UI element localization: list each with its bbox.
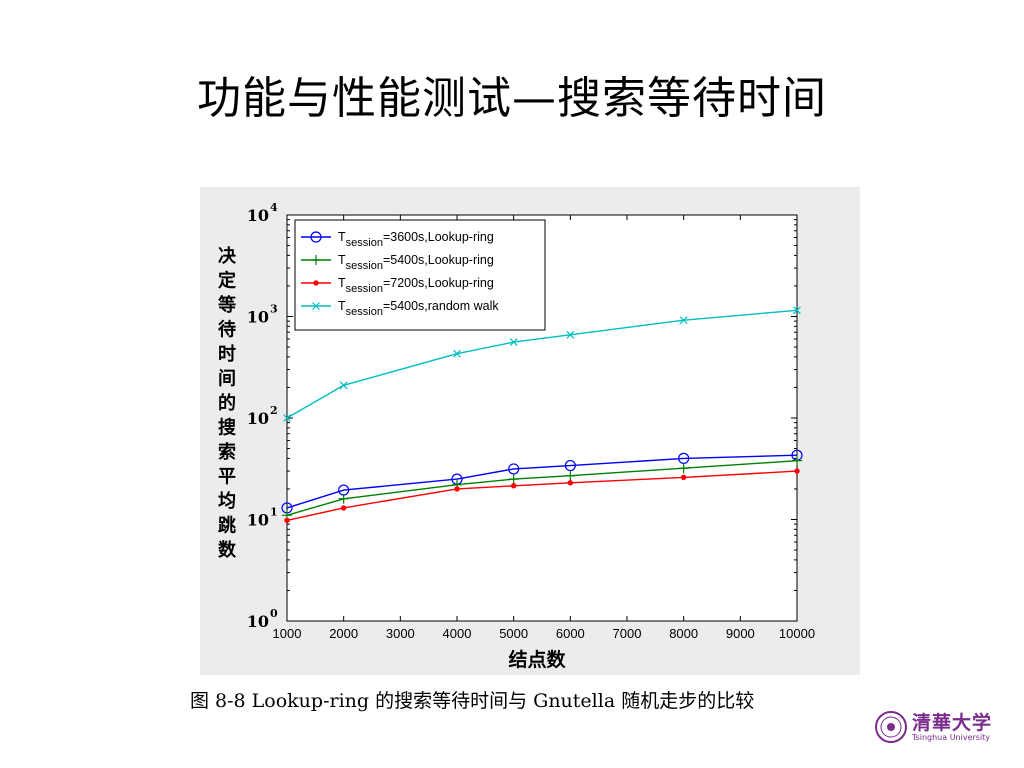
data-point	[339, 381, 348, 390]
y-tick-label: 10	[247, 612, 269, 631]
data-point	[283, 414, 291, 422]
x-tick-label: 9000	[726, 626, 755, 641]
y-tick-label: 10	[247, 511, 269, 530]
y-axis-label-char: 索	[218, 441, 236, 463]
legend-label: Tsession=7200s,Lookup-ring	[338, 276, 494, 295]
y-axis-label-char: 决	[218, 245, 237, 267]
legend-label: Tsession=5400s,Lookup-ring	[338, 253, 494, 272]
data-point	[680, 474, 687, 481]
y-axis-label-char: 数	[218, 539, 237, 561]
data-point	[284, 517, 290, 524]
x-tick-label: 1000	[273, 626, 302, 641]
chart-panel: 决定等待时间的搜索平均跳数 结点数 1000 2000 3000 4000 5000 60…	[200, 187, 860, 675]
data-point	[792, 455, 802, 466]
y-axis-label-char: 间	[218, 369, 236, 390]
data-point	[454, 486, 460, 492]
x-tick-label: 3000	[386, 626, 415, 641]
data-point	[508, 463, 520, 475]
legend-label: Tsession=3600s,Lookup-ring	[338, 230, 494, 249]
y-axis-label-char: 定	[218, 270, 236, 292]
y-tick-label: 10	[247, 409, 269, 428]
legend-marker	[310, 231, 322, 243]
data-point	[678, 463, 689, 474]
y-axis-label-char: 平	[218, 467, 236, 488]
y-axis-label-char: 均	[218, 490, 236, 512]
y-axis-label-char: 跳	[218, 515, 236, 537]
y-tick-exponent: 4	[270, 201, 278, 214]
y-axis-label-char: 搜	[218, 417, 237, 439]
tsinghua-emblem-icon	[875, 711, 907, 743]
series-3	[284, 468, 800, 524]
legend-box	[294, 219, 546, 331]
data-point	[564, 459, 576, 472]
data-point	[338, 493, 349, 504]
y-tick-exponent: 2	[270, 404, 278, 417]
x-tick-label: 4000	[443, 626, 472, 641]
tsinghua-logo: 清華大学 Tsinghua University	[874, 708, 994, 748]
logo-name: 清華大学	[912, 712, 993, 734]
series-lines	[281, 306, 803, 524]
y-axis-label-char: 等	[218, 294, 236, 316]
data-point	[340, 505, 347, 511]
axis-ticks: 1000 2000 3000 4000 5000 6000 7000 8000 9000 1000…	[247, 201, 815, 641]
data-point	[509, 338, 518, 346]
data-point	[453, 349, 461, 358]
figure-caption: 图 8-8 Lookup-ring 的搜索等待时间与 Gnutella 随机走步…	[190, 690, 755, 712]
legend-label: Tsession=5400s,random walk	[338, 299, 499, 318]
y-tick-exponent: 1	[270, 506, 278, 519]
legend-item: Tsession=5400s,Lookup-ring	[301, 253, 494, 272]
y-tick-label: 10	[247, 206, 269, 225]
slide-title: 功能与性能测试—搜索等待时间	[197, 73, 827, 124]
y-tick-label: 10	[247, 308, 269, 327]
x-axis-label: 结点数	[508, 648, 566, 671]
logo-english: Tsinghua University	[912, 733, 991, 742]
data-point	[508, 474, 519, 485]
data-point	[794, 468, 800, 474]
x-tick-label: 10000	[779, 626, 815, 641]
y-axis-label-char: 待	[218, 319, 236, 341]
y-tick-exponent: 3	[270, 303, 278, 316]
legend-marker	[311, 255, 321, 265]
data-point	[567, 480, 574, 486]
data-point	[510, 483, 517, 489]
legend-marker	[313, 280, 319, 286]
y-tick-exponent: 0	[270, 607, 278, 620]
y-axis-label-char: 的	[218, 392, 236, 414]
legend-marker	[312, 302, 320, 310]
series-line	[286, 454, 798, 509]
x-tick-label: 5000	[499, 626, 528, 641]
y-axis-label-char: 时	[218, 344, 236, 365]
x-tick-label: 7000	[613, 626, 642, 641]
legend-item: Tsession=5400s,random walk	[301, 299, 499, 318]
legend: Tsession=3600s,Lookup-ring Tsession=5400s…	[294, 219, 546, 331]
legend-item: Tsession=7200s,Lookup-ring	[301, 276, 494, 295]
legend-item: Tsession=3600s,Lookup-ring	[301, 230, 494, 249]
x-tick-label: 6000	[556, 626, 585, 641]
data-point	[565, 470, 576, 481]
x-tick-label: 8000	[669, 626, 698, 641]
data-point	[679, 316, 688, 325]
data-point	[793, 306, 801, 315]
data-point	[566, 330, 575, 339]
series-4	[283, 306, 801, 422]
x-tick-label: 2000	[329, 626, 358, 641]
